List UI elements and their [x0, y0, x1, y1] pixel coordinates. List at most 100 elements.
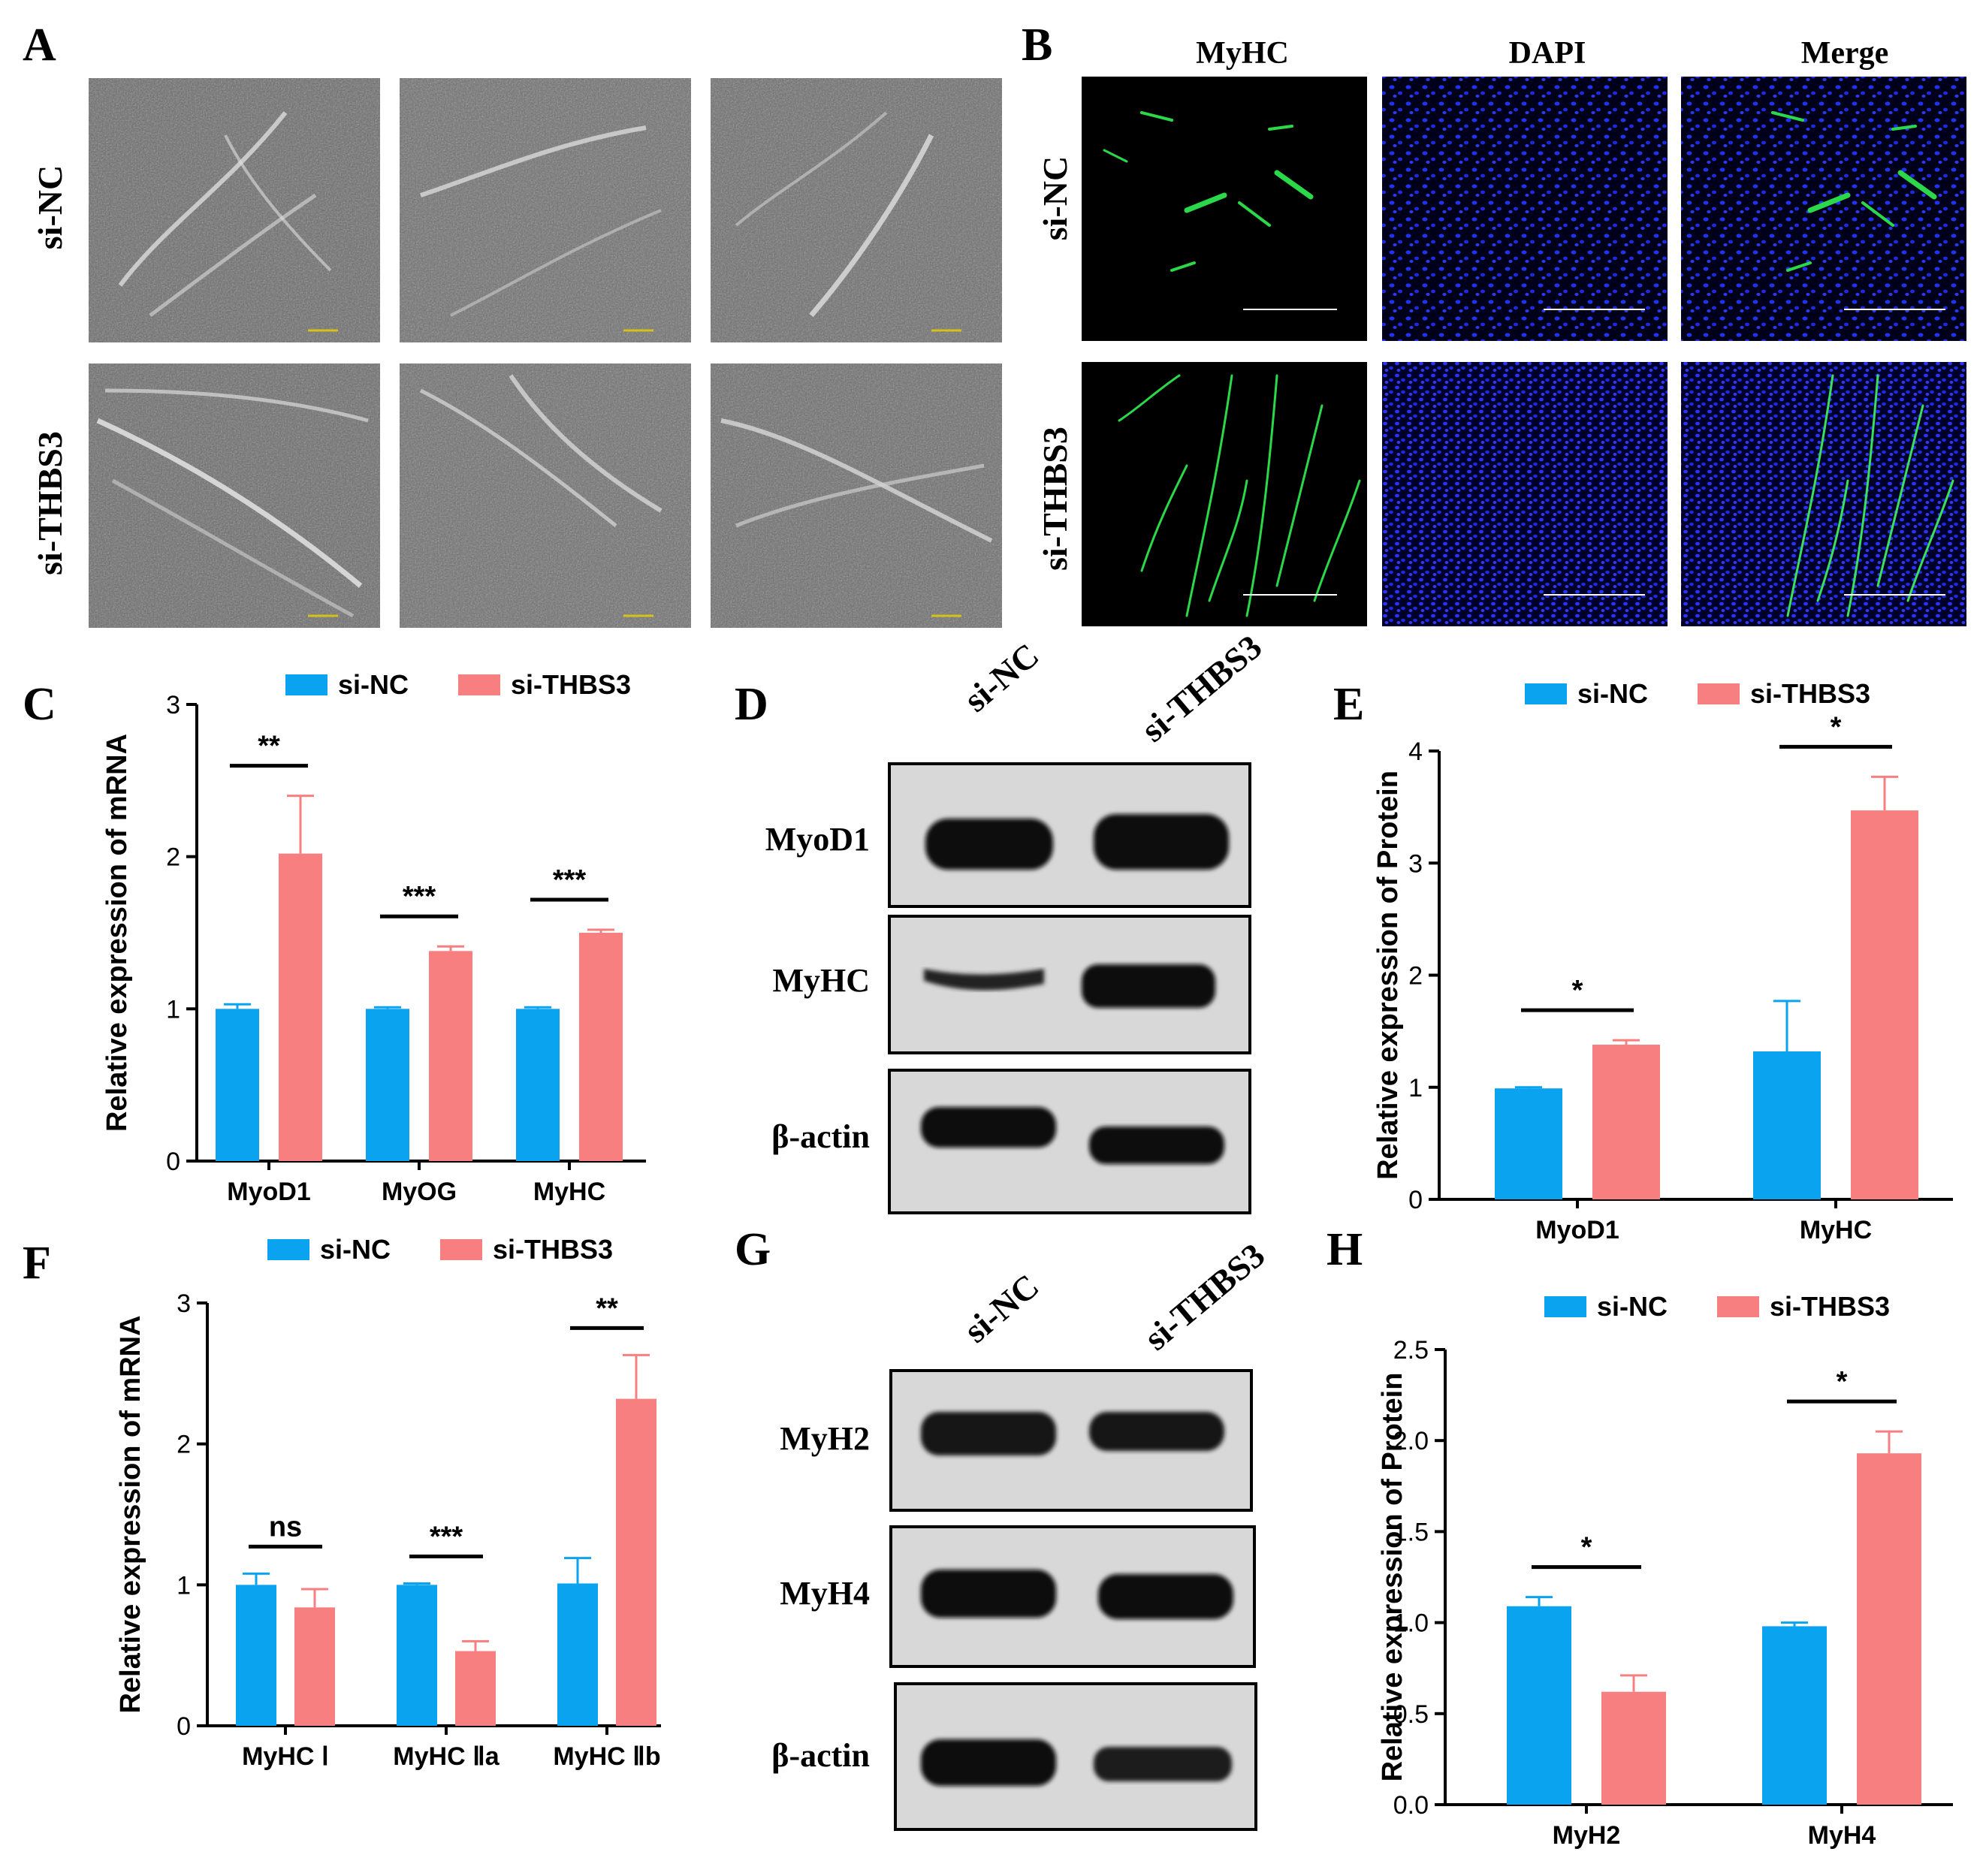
bar-si-NC-0 — [236, 1585, 276, 1726]
legend-label: si-NC — [320, 1234, 391, 1265]
y-axis-label: Relative expression of mRNA — [101, 734, 133, 1132]
significance-label: ns — [269, 1511, 302, 1543]
significance-label: * — [1837, 1366, 1848, 1398]
legend-label: si-NC — [338, 669, 409, 700]
legend-swatch — [1698, 683, 1740, 704]
panel-letter-g: G — [735, 1224, 771, 1275]
bar-si-NC-1 — [397, 1585, 437, 1726]
significance-label: * — [1581, 1532, 1592, 1564]
x-tick-label: MyoD1 — [227, 1178, 310, 1206]
significance-label: *** — [430, 1521, 463, 1552]
myhc-image-si-thbs3 — [1082, 362, 1367, 626]
bar-si-NC-1 — [1753, 1051, 1821, 1199]
panel-b: MyHC DAPI Merge si-NC si-THBS3 — [1036, 36, 1966, 626]
chart-h-protein: 0.0 0.5 1.0 1.5 2.0 2.5 Relative expression of… — [1377, 1291, 1953, 1850]
micrograph-a4 — [89, 363, 380, 628]
legend-swatch — [1525, 683, 1567, 704]
panel-letter-f: F — [23, 1238, 51, 1289]
y-tick-label: 1.5 — [1393, 1518, 1429, 1546]
bar-si-NC-2 — [557, 1583, 598, 1726]
y-tick-label: 2 — [166, 843, 180, 872]
x-tick-label: MyHC — [1800, 1216, 1872, 1244]
panel-d: si-NC si-THBS3 MyoD1 MyHC β-actin — [765, 627, 1269, 1214]
blot-myh4 — [889, 1525, 1256, 1668]
legend-label: si-THBS3 — [1750, 678, 1870, 709]
y-tick-label: 0 — [1408, 1186, 1423, 1214]
panel-letter-h: H — [1327, 1224, 1363, 1275]
panel-a: si-NC si-THBS3 — [31, 78, 1002, 628]
legend-swatch — [285, 674, 327, 695]
blot-myh2 — [889, 1369, 1253, 1512]
bar-si-NC-0 — [1495, 1088, 1562, 1199]
lane-label-si-thbs3: si-THBS3 — [1137, 1235, 1272, 1357]
y-tick-label: 2 — [1408, 962, 1423, 991]
bar-si-THBS3-1 — [1857, 1453, 1921, 1805]
panel-letter-a: A — [23, 20, 56, 71]
y-tick-label: 2 — [177, 1431, 191, 1459]
row-label-si-thbs3: si-THBS3 — [31, 431, 69, 575]
y-tick-label: 1 — [177, 1571, 191, 1600]
bar-si-THBS3-1 — [1851, 810, 1918, 1199]
col-label-merge: Merge — [1801, 36, 1889, 71]
significance-label: ** — [258, 731, 280, 762]
legend-label: si-THBS3 — [1770, 1291, 1890, 1322]
blot-myod1 — [888, 762, 1251, 908]
col-label-dapi: DAPI — [1509, 36, 1586, 71]
y-tick-label: 4 — [1408, 737, 1423, 766]
legend-swatch — [267, 1239, 309, 1260]
y-tick-label: 0.0 — [1393, 1791, 1429, 1820]
panel-letter-d: D — [735, 679, 768, 730]
panel-letter-c: C — [23, 679, 56, 730]
dapi-image-si-nc — [1382, 77, 1668, 341]
y-axis-label: Relative expression of Protein — [1377, 1373, 1408, 1782]
y-tick-label: 1 — [166, 995, 180, 1024]
protein-label-myh2: MyH2 — [780, 1420, 870, 1457]
panel-g: si-NC si-THBS3 MyH2 MyH4 β-actin — [771, 1235, 1272, 1831]
bar-si-THBS3-1 — [455, 1651, 496, 1726]
significance-label: * — [1831, 711, 1842, 743]
bar-si-NC-1 — [1762, 1626, 1827, 1805]
blot-myhc — [888, 915, 1251, 1054]
x-tick-label: MyHC Ⅱa — [393, 1742, 500, 1771]
bar-si-NC-1 — [366, 1009, 409, 1161]
row-label-si-nc: si-NC — [31, 165, 69, 249]
protein-label-myod1: MyoD1 — [765, 821, 870, 858]
chart-c-mrna: 0 1 2 3 Relative expression of mRNA si-NC si-T… — [101, 669, 646, 1206]
blot-beta-actin-d — [888, 1069, 1251, 1214]
merge-image-si-thbs3 — [1681, 362, 1966, 626]
bar-si-THBS3-0 — [1601, 1691, 1666, 1805]
bar-si-THBS3-2 — [579, 933, 623, 1161]
bar-si-NC-0 — [216, 1009, 259, 1161]
x-tick-label: MyH4 — [1808, 1821, 1876, 1850]
protein-label-myhc: MyHC — [772, 962, 870, 999]
protein-label-myh4: MyH4 — [780, 1575, 870, 1612]
legend-swatch — [1717, 1296, 1759, 1317]
y-tick-label: 3 — [177, 1289, 191, 1318]
legend-label: si-THBS3 — [511, 669, 631, 700]
y-tick-label: 0.5 — [1393, 1700, 1429, 1729]
bar-si-THBS3-0 — [294, 1607, 335, 1726]
y-tick-label: 2.0 — [1393, 1427, 1429, 1455]
row-label-si-thbs3: si-THBS3 — [1036, 427, 1074, 571]
legend-swatch — [1544, 1296, 1586, 1317]
myhc-image-si-nc — [1082, 77, 1367, 341]
micrograph-a3 — [711, 78, 1002, 342]
lane-label-si-nc: si-NC — [957, 1266, 1046, 1350]
micrograph-a1 — [89, 78, 380, 342]
dapi-image-si-thbs3 — [1382, 362, 1668, 626]
y-tick-label: 1 — [1408, 1074, 1423, 1102]
legend-swatch — [440, 1239, 482, 1260]
protein-label-beta-actin: β-actin — [771, 1118, 870, 1155]
legend-label: si-THBS3 — [493, 1234, 613, 1265]
x-tick-label: MyHC Ⅰ — [242, 1742, 329, 1771]
panel-letter-b: B — [1022, 20, 1052, 71]
significance-label: *** — [403, 881, 436, 912]
bar-si-NC-2 — [516, 1009, 560, 1161]
x-tick-label: MyOG — [382, 1178, 457, 1206]
lane-label-si-thbs3: si-THBS3 — [1134, 627, 1269, 749]
bar-si-NC-0 — [1507, 1606, 1571, 1805]
significance-label: *** — [553, 864, 587, 896]
x-tick-label: MyHC Ⅱb — [553, 1742, 660, 1771]
